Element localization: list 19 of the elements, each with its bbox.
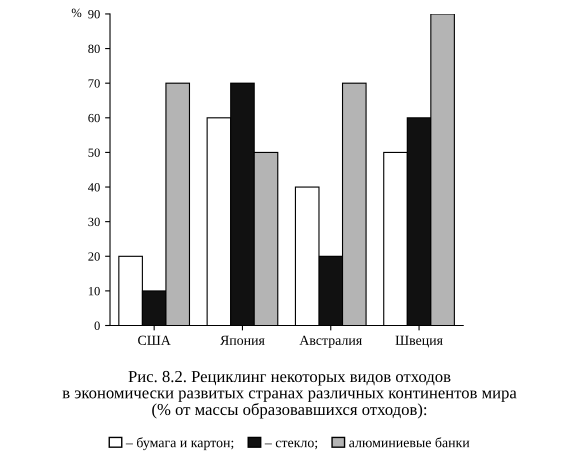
text: Рис. 8.2. Рециклинг некоторых видов отходов в экономически развитых странах различных континентов мира (% от массы образовавшихся отходов):	[62, 370, 517, 418]
x-tick-label: США	[138, 336, 171, 345]
x-tick-label: Япония	[220, 336, 265, 345]
y-tick-label: 10	[88, 286, 100, 296]
y-tick-label: 30	[88, 218, 100, 226]
y-tick-label: 40	[88, 183, 100, 192]
y-axis-title: %	[72, 8, 82, 18]
y-tick-label: 60	[88, 114, 100, 122]
x-tick-label: Швеция	[396, 336, 443, 348]
y-tick-label: 90	[88, 10, 100, 18]
y-tick-label: 50	[88, 148, 100, 157]
y-tick-label: 80	[88, 44, 100, 54]
legend-label: – стекло;	[264, 440, 318, 450]
legend-label: – бумага и картон;	[126, 437, 234, 450]
x-tick-label: Австралия	[299, 336, 362, 348]
y-tick-label: 0	[94, 322, 100, 330]
legend-label: алюминиевые банки	[349, 437, 470, 448]
y-tick-label: 70	[88, 79, 100, 88]
y-tick-label: 20	[88, 252, 100, 261]
